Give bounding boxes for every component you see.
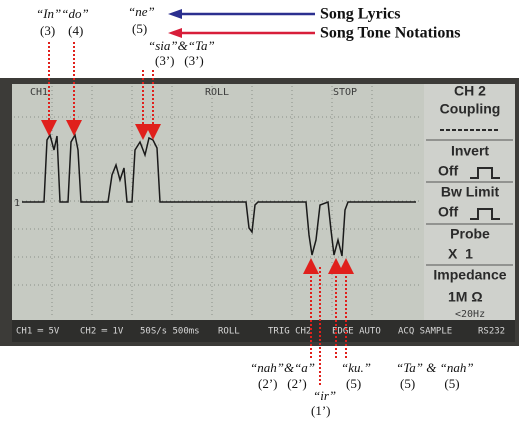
status: ROLL <box>218 327 240 337</box>
status: 50S/s 500ms <box>140 327 200 337</box>
invert-icon <box>470 167 500 179</box>
status: CH2 ═ 1V <box>80 327 124 337</box>
state-label: STOP <box>333 87 357 98</box>
panel-value: 1M Ω <box>448 289 483 305</box>
panel-label: Bw Limit <box>441 184 500 200</box>
bw-note: <20Hz <box>455 309 485 320</box>
panel-value: X 1 <box>448 246 473 262</box>
panel-value: Off <box>438 163 459 179</box>
panel-label: Probe <box>450 226 490 242</box>
lyric: “ne” <box>128 4 155 19</box>
panel-title: CH 2 <box>454 83 486 99</box>
tones-arrowhead <box>168 28 182 38</box>
lyric: “ku.” <box>341 360 371 375</box>
mode-label: ROLL <box>205 87 229 98</box>
lyric: “ir” <box>313 388 336 403</box>
legend-tones: Song Tone Notations <box>320 25 461 42</box>
bw-icon <box>470 208 500 220</box>
lyric: “In”“do” <box>36 6 89 21</box>
pointer-arrows <box>41 42 354 385</box>
tone: (1’) <box>311 403 331 418</box>
lyrics-arrowhead <box>168 9 182 19</box>
panel-label: Coupling <box>440 101 501 117</box>
tone: (3’) (3’) <box>155 53 204 68</box>
lyric: “Ta” & “nah” <box>396 360 474 375</box>
lyric: “sia”&“Ta” <box>148 38 215 53</box>
lyric: “nah”&“a” <box>250 360 315 375</box>
side-panel <box>424 84 515 320</box>
tone: (5) (5) <box>400 376 460 391</box>
waveform <box>22 132 416 257</box>
status: TRIG CH2 <box>268 327 311 337</box>
status: RS232 <box>478 327 505 337</box>
bottom-bar <box>12 320 515 342</box>
panel-label: Impedance <box>433 267 506 283</box>
tone: (2’) (2’) <box>258 376 307 391</box>
marker-label: 1 <box>14 198 20 209</box>
channel-label: CH1 <box>30 87 48 98</box>
tone: (3) (4) <box>40 23 83 38</box>
status: CH1 ═ 5V <box>16 327 60 337</box>
panel-value: Off <box>438 204 459 220</box>
status: ACQ SAMPLE <box>398 327 452 337</box>
tone: (5) <box>346 376 361 391</box>
legend-lyrics: Song Lyrics <box>320 6 400 23</box>
panel-label: Invert <box>451 143 489 159</box>
status: EDGE AUTO <box>332 327 381 337</box>
tone: (5) <box>132 21 147 36</box>
